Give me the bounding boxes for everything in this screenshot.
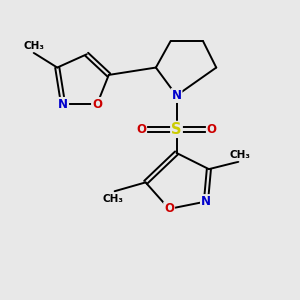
Text: O: O: [92, 98, 102, 111]
Text: N: N: [172, 89, 182, 102]
Text: CH₃: CH₃: [229, 150, 250, 160]
Text: O: O: [164, 202, 174, 215]
Text: N: N: [201, 195, 211, 208]
Text: CH₃: CH₃: [103, 194, 124, 204]
Text: O: O: [136, 123, 146, 136]
Text: O: O: [207, 123, 217, 136]
Text: N: N: [58, 98, 68, 111]
Text: S: S: [171, 122, 182, 137]
Text: CH₃: CH₃: [23, 41, 44, 51]
